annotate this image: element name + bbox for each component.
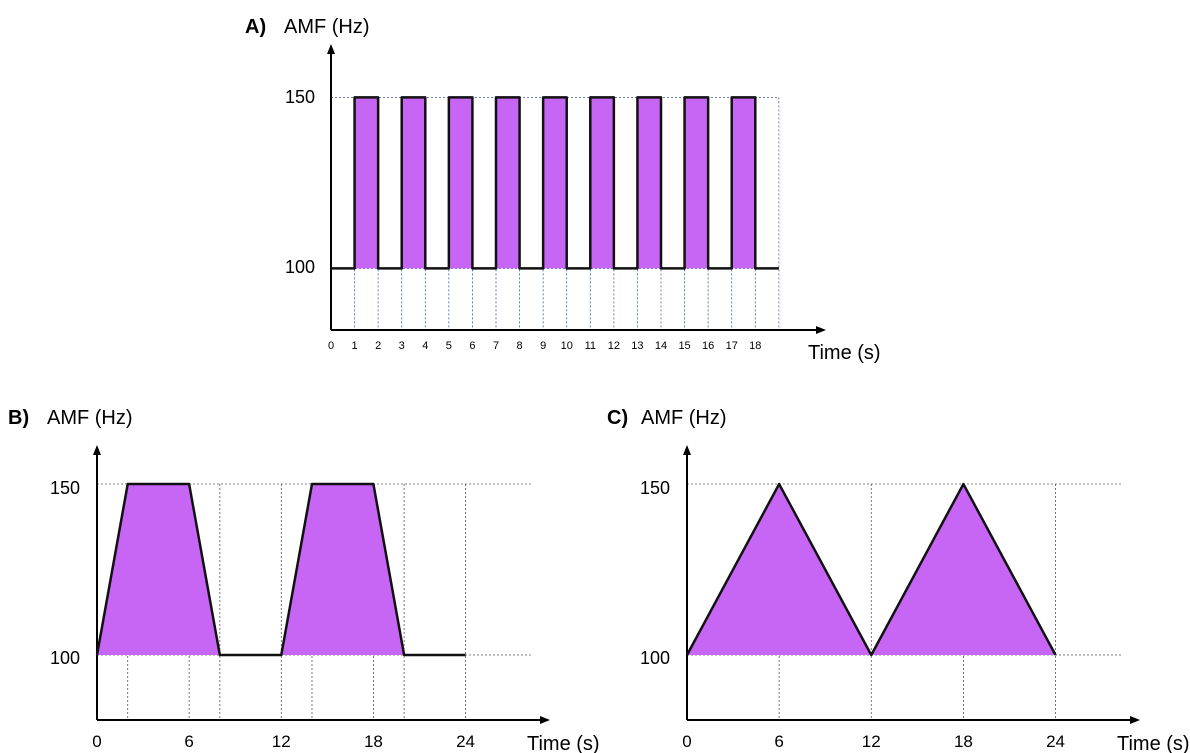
panel-a-xtick-label: 11: [585, 340, 596, 352]
panel-b-xtick-label: 12: [272, 732, 291, 751]
panel-a-xtick-label: 4: [422, 340, 428, 352]
panel-b-xlabel: Time (s): [527, 733, 600, 753]
panel-c-xtick-label: 6: [774, 732, 783, 751]
panel-a-label: A): [245, 16, 266, 38]
panel-a-y-arrow: [327, 44, 335, 54]
panel-a-xtick-label: 3: [399, 340, 405, 352]
panel-a-xtick-label: 18: [749, 340, 761, 352]
panel-c: C) AMF (Hz) 150 100 0 6 12 18 24 Time (s): [607, 407, 1190, 753]
panel-a-fill-region: [496, 97, 520, 269]
panel-a-xtick-label: 17: [726, 340, 738, 352]
panel-c-signal-line: [685, 482, 1057, 657]
panel-b-xtick-label: 24: [456, 732, 475, 751]
panel-b-xtick-label: 6: [184, 732, 193, 751]
panel-a-fill-region: [354, 97, 379, 269]
panel-b-xtick-label: 0: [92, 732, 101, 751]
panel-a-xtick-label: 0: [328, 340, 334, 352]
panel-c-xtick-label: 0: [682, 732, 691, 751]
panel-c-xlabel: Time (s): [1117, 733, 1190, 753]
panel-a-fill-region: [543, 97, 567, 269]
panel-b-x-arrow: [540, 716, 550, 724]
panel-a-xtick-label: 14: [655, 340, 667, 352]
panel-c-y-arrow: [683, 445, 691, 455]
panel-b-y-arrow: [93, 445, 101, 455]
panel-c-ylabel: AMF (Hz): [641, 407, 727, 429]
panel-a-xtick-label: 10: [561, 340, 573, 352]
panel-c-ytick-100: 100: [640, 648, 670, 668]
panel-a-xtick-label: 6: [469, 340, 475, 352]
panel-b-fill-region: [281, 484, 405, 656]
panel-c-xtick-label: 18: [954, 732, 973, 751]
panel-a: A) AMF (Hz) 150 100 0 1 2 3 4 5 6 7 8 9 10 11 12 13 14…: [245, 16, 881, 364]
panel-a-xtick-label: 7: [493, 340, 499, 352]
panel-a-xtick-label: 9: [540, 340, 546, 352]
panel-c-x-arrow: [1130, 716, 1140, 724]
panel-a-xtick-label: 15: [678, 340, 690, 352]
panel-a-ylabel: AMF (Hz): [284, 16, 370, 38]
panel-a-xlabel: Time (s): [808, 342, 881, 364]
panel-b: B) AMF (Hz) 150 100 0 6 12 18 24 Time (s): [8, 407, 600, 753]
panel-c-xtick-label: 12: [862, 732, 881, 751]
panel-b-xtick-label: 18: [364, 732, 383, 751]
panel-a-ytick-100: 100: [285, 257, 315, 277]
panel-c-fill-region: [687, 484, 872, 656]
panel-b-signal-line: [95, 482, 466, 657]
panel-a-xtick-label: 5: [446, 340, 452, 352]
panel-a-fill-region: [401, 97, 426, 269]
panel-a-xticks: 0 1 2 3 4 5 6 7 8 9 10 11 12 13 14 15 16 17 18: [328, 340, 761, 352]
panel-a-xtick-label: 13: [631, 340, 643, 352]
panel-c-xtick-label: 24: [1046, 732, 1065, 751]
panel-c-fill-region: [871, 484, 1056, 656]
panel-a-xtick-label: 8: [517, 340, 523, 352]
panel-a-fill-region: [637, 97, 661, 269]
panel-a-ytick-150: 150: [285, 87, 315, 107]
panel-a-signal-line: [331, 96, 779, 270]
panel-a-xtick-label: 12: [608, 340, 620, 352]
panel-a-fill-region: [448, 97, 473, 269]
panel-c-label: C): [607, 407, 628, 429]
panel-b-label: B): [8, 407, 29, 429]
panel-b-xticks: 0 6 12 18 24: [92, 732, 475, 751]
panel-a-fill-region: [590, 97, 614, 269]
panel-b-fill-region: [97, 484, 220, 656]
panel-a-fill: [354, 97, 756, 269]
panel-c-ytick-150: 150: [640, 478, 670, 498]
panel-a-x-arrow: [816, 326, 826, 334]
panel-b-ylabel: AMF (Hz): [47, 407, 133, 429]
panel-b-fill: [97, 484, 405, 656]
panel-a-xtick-label: 2: [375, 340, 381, 352]
panel-a-fill-region: [684, 97, 709, 269]
panel-a-xtick-label: 16: [702, 340, 714, 352]
panel-c-fill: [687, 484, 1056, 656]
panel-c-xticks: 0 6 12 18 24: [682, 732, 1065, 751]
panel-b-ytick-150: 150: [50, 478, 80, 498]
panel-a-xtick-label: 1: [352, 340, 358, 352]
panel-a-fill-region: [731, 97, 756, 269]
panel-b-ytick-100: 100: [50, 648, 80, 668]
